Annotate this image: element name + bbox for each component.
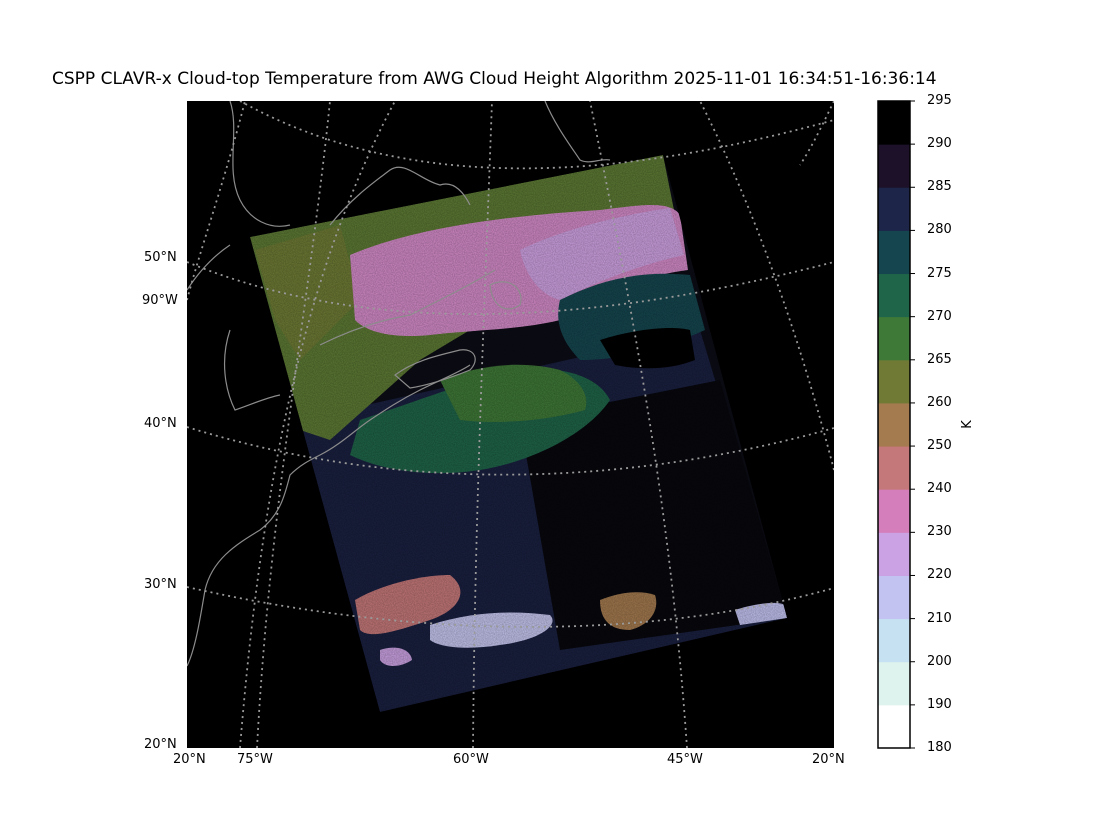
colorbar-bin [878, 446, 910, 490]
lat-label-20n-bottom-right: 20°N [812, 752, 845, 767]
colorbar-bin [878, 273, 910, 318]
colorbar-tick-label: 265 [927, 351, 952, 367]
colorbar-tick-label: 240 [927, 481, 952, 497]
colorbar-tick-label: 295 [927, 93, 952, 108]
colorbar [877, 100, 915, 749]
longitude-line-60 [472, 101, 493, 748]
colorbar-tick-label: 275 [927, 265, 952, 281]
longitude-line-70 [239, 101, 396, 748]
lat-label-30n: 30°N [144, 577, 177, 592]
map-panel [187, 101, 834, 748]
lat-label-20n-bottom-left: 20°N [173, 752, 206, 767]
longitude-line-30 [699, 101, 834, 471]
coastline-great-lakes [223, 329, 281, 411]
coastline-hudson [229, 101, 291, 227]
lat-label-50n: 50°N [144, 250, 177, 265]
colorbar-tick-label: 250 [927, 438, 952, 454]
colorbar-tick-label: 200 [927, 653, 952, 669]
coastline-east-us [187, 364, 471, 667]
colorbar-bin [878, 187, 910, 231]
colorbar-bin [878, 230, 910, 275]
colorbar-tick-label: 190 [927, 696, 952, 712]
colorbar-bin [878, 359, 910, 404]
colorbar-tick-label: 280 [927, 222, 952, 238]
colorbar-tick-label: 230 [927, 524, 952, 540]
lon-label-90w: 90°W [142, 293, 178, 308]
chart-title: CSPP CLAVR-x Cloud-top Temperature from … [52, 69, 937, 89]
lon-label-45w: 45°W [667, 752, 703, 767]
lon-label-60w: 60°W [453, 752, 489, 767]
colorbar-bin [878, 661, 910, 706]
coastline-great-lakes-2 [187, 244, 231, 291]
colorbar-tick-label: 210 [927, 610, 952, 626]
colorbar-bin [878, 532, 910, 576]
colorbar-bin [878, 402, 910, 447]
longitude-line-45 [589, 101, 688, 748]
colorbar-bin [878, 575, 910, 620]
colorbar-bin [878, 489, 910, 533]
colorbar-bin [878, 704, 910, 749]
latitude-line-60 [239, 101, 834, 170]
longitude-line-20 [799, 101, 834, 166]
colorbar-bin [878, 101, 910, 145]
colorbar-tick-label: 260 [927, 394, 952, 410]
graticule [187, 101, 834, 748]
latitude-line-30 [187, 586, 834, 628]
colorbar-tick-label: 270 [927, 308, 952, 324]
river-st-lawrence [319, 269, 496, 346]
colorbar-tick-label: 290 [927, 136, 952, 152]
coastlines [187, 101, 611, 667]
lat-label-40n: 40°N [144, 416, 177, 431]
colorbar-tick-label: 180 [927, 740, 952, 755]
colorbar-bin [878, 144, 910, 188]
coastline-nova-scotia [394, 349, 476, 389]
lon-label-75w: 75°W [237, 752, 273, 767]
longitude-line-75 [256, 101, 331, 748]
latitude-line-50 [187, 261, 834, 315]
lat-label-20n-left: 20°N [144, 737, 177, 752]
colorbar-units-label: K [959, 420, 975, 429]
colorbar-bin [878, 618, 910, 663]
coastline-newfoundland [489, 281, 522, 310]
colorbar-border [877, 100, 911, 749]
coastline-greenland [544, 101, 611, 163]
colorbar-tick-label: 220 [927, 567, 952, 583]
colorbar-tick-label: 285 [927, 179, 952, 195]
longitude-line-90 [187, 101, 246, 301]
colorbar-bin [878, 316, 910, 361]
coastline-labrador [329, 166, 471, 226]
